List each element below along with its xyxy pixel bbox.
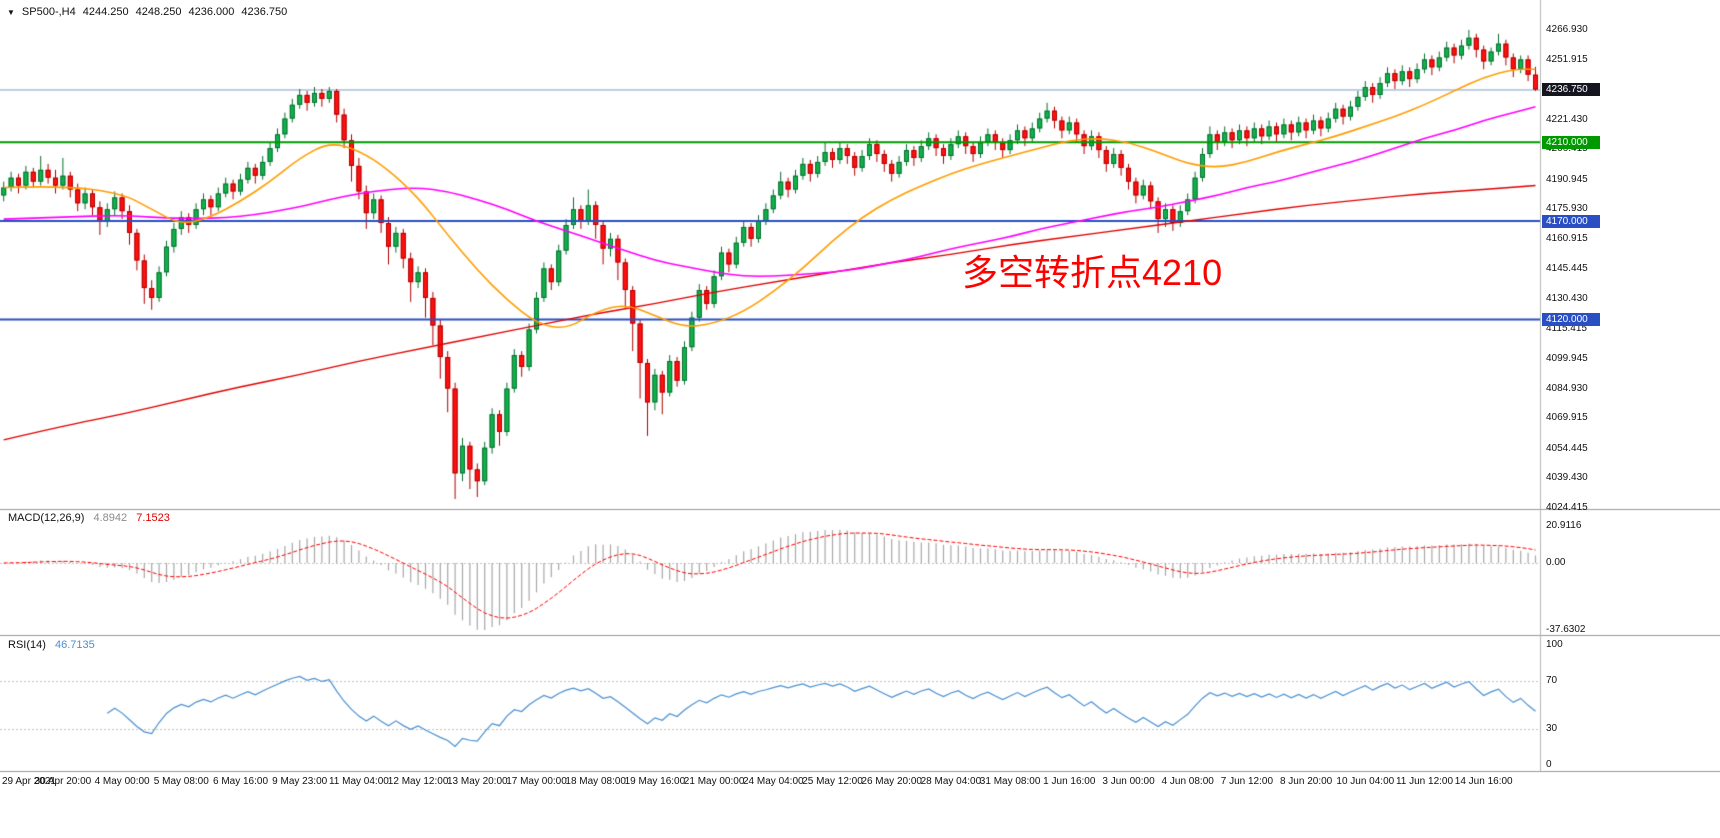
price-chart-canvas[interactable] [0,0,1720,838]
mt4-chart-window: ▼ SP500-,H4 4244.250 4248.250 4236.000 4… [0,0,1720,838]
